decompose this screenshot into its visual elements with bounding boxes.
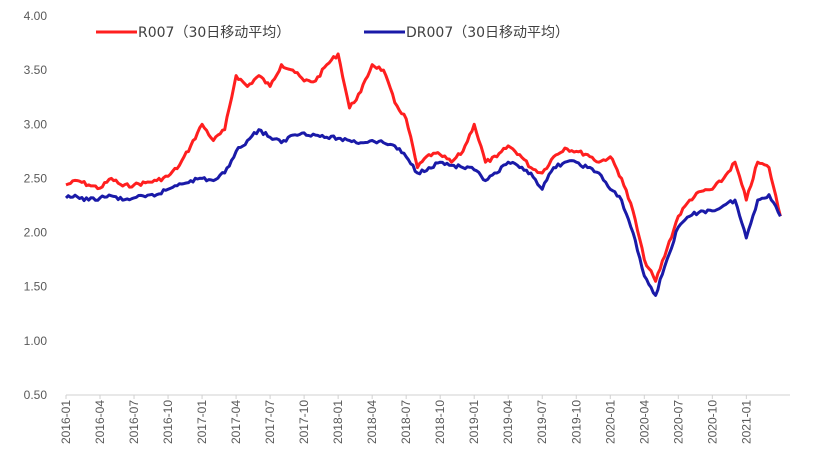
x-tick-label: 2016-07 [127,400,141,444]
x-tick-label: 2018-10 [433,400,447,444]
x-tick-label: 2016-10 [161,400,175,444]
series-line-r007 [65,52,782,283]
x-tick-label: 2020-10 [705,400,719,444]
series-layer [64,52,782,297]
legend-label-r007: R007（30日移动平均） [138,25,290,41]
x-tick-label: 2017-04 [229,400,243,444]
x-tick-label: 2020-07 [671,400,685,444]
y-tick-label: 1.00 [24,334,48,348]
x-axis: 2016-01 2016-04 2016-07 2016-10 2017-01 2017-… [59,395,753,444]
x-tick-label: 2018-07 [399,400,413,444]
x-tick-label: 2019-01 [467,400,481,444]
x-tick-label: 2016-04 [93,400,107,444]
x-tick-label: 2020-01 [603,400,617,444]
y-tick-label: 1.50 [24,280,48,294]
x-tick-label: 2017-07 [263,400,277,444]
x-tick-label: 2017-10 [297,400,311,444]
x-tick-label: 2016-01 [59,400,73,444]
legend: R007（30日移动平均） DR007（30日移动平均） [96,25,569,41]
y-axis: 4.00 3.50 3.00 2.50 2.00 1.50 1.00 0.50 [24,9,48,402]
legend-label-dr007: DR007（30日移动平均） [406,25,569,41]
series-line-dr007 [64,128,782,297]
x-tick-label: 2020-04 [637,400,651,444]
y-tick-label: 3.00 [24,117,48,131]
y-tick-label: 0.50 [24,388,48,402]
x-tick-label: 2019-04 [501,400,515,444]
x-tick-label: 2021-01 [739,400,753,444]
x-tick-label: 2018-01 [331,400,345,444]
y-tick-label: 3.50 [24,63,48,77]
x-tick-label: 2019-07 [535,400,549,444]
y-tick-label: 2.00 [24,226,48,240]
y-tick-label: 4.00 [24,9,48,23]
x-tick-label: 2019-10 [569,400,583,444]
y-tick-label: 2.50 [24,171,48,185]
x-tick-label: 2017-01 [195,400,209,444]
x-tick-label: 2018-04 [365,400,379,444]
